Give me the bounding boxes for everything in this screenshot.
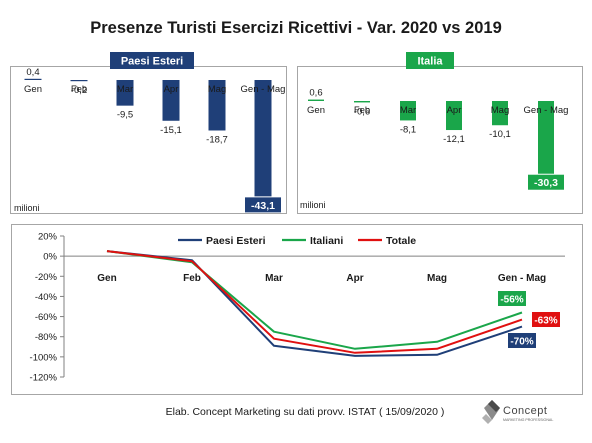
end-badge-totale [532,312,560,327]
bar-mar [400,101,416,121]
value-label: -15,1 [160,125,182,136]
bar-apr [162,80,180,121]
bar-mag [492,101,508,126]
x-tick-label: Gen [97,273,116,284]
category-label: Gen - Mag [241,84,286,95]
logo-text: Concept [503,405,547,417]
x-tick-label: Mag [427,273,447,284]
y-tick-label: -80% [35,332,58,343]
source-note: Elab. Concept Marketing su dati provv. I… [166,406,445,418]
y-tick-label: -60% [35,312,58,323]
esteri-bar-chart: Gen 0,4 Feb-0,2 Mar -9,5 Apr -15,1 Mag -18,7 Gen … [24,67,285,213]
category-label: Gen - Mag [524,105,569,116]
category-label: Mar [400,105,416,116]
y-tick-label: 0% [43,252,57,263]
category-label: Feb [71,84,87,95]
bar-mag [208,80,226,131]
bar-gen [308,99,324,101]
y-tick-label: -120% [30,373,58,384]
category-label: Apr [447,105,462,116]
bar-feb [354,101,370,103]
concept-logo: Concept MARKETING PROFESSIONAL [482,400,553,424]
category-label: Feb [354,105,370,116]
bar-mar [116,80,134,106]
esteri-badge-label: Paesi Esteri [121,56,183,68]
category-label: Apr [164,84,179,95]
value-label: -18,7 [206,134,228,145]
line-chart: 20% 0% -20% -40% -60% -80% -100% -120% Gen Feb Mar… [30,232,565,384]
total-value-badge [245,197,281,213]
esteri-badge [110,52,194,69]
category-label: Gen [307,105,325,116]
end-badge-paesi-esteri [508,333,536,348]
legend-label-totale: Totale [386,235,416,247]
end-badge-label: -70% [510,337,533,348]
value-label: -12,1 [443,134,465,145]
value-label: -0,6 [354,106,370,117]
value-label: -10,1 [489,129,511,140]
x-tick-label: Gen - Mag [498,273,546,284]
y-tick-label: -20% [35,272,58,283]
value-label: 0,4 [26,67,39,78]
legend-label-paesi-esteri: Paesi Esteri [206,235,266,247]
italia-bar-chart: Gen 0,6 Feb-0,6 Mar -8,1 Apr -12,1 Mag -10,1 Gen … [307,88,568,190]
category-label: Mag [491,105,509,116]
value-label: 0,6 [309,88,322,99]
x-tick-label: Mar [265,273,283,284]
bar-gen-mag [254,80,272,197]
end-badge-label: -63% [534,316,557,327]
value-label: -8,1 [400,124,416,135]
italia-badge [406,52,454,69]
value-label: -30,3 [534,177,558,189]
bar-gen [24,78,42,80]
x-tick-label: Feb [183,273,201,284]
logo-tagline: MARKETING PROFESSIONAL [503,418,553,422]
value-label: -0,2 [71,85,87,96]
legend-label-italiani: Italiani [310,235,343,247]
end-badge-italiani [498,291,526,306]
bar-gen-mag [538,101,554,174]
x-tick-label: Apr [346,273,363,284]
series-line-totale [106,250,523,354]
line-panel [11,224,583,395]
category-label: Gen [24,84,42,95]
category-label: Mag [208,84,226,95]
y-tick-label: -40% [35,292,58,303]
category-label: Mar [117,84,133,95]
page-title: Presenze Turisti Esercizi Ricettivi - Va… [90,19,502,37]
total-value-badge [528,174,564,190]
bar-feb [70,80,88,82]
italia-unit: milioni [300,200,326,210]
end-badge-label: -56% [500,295,523,306]
y-tick-label: -100% [30,352,58,363]
y-tick-label: 20% [38,232,58,243]
esteri-unit: milioni [14,203,40,213]
bar-apr [446,101,462,131]
italia-badge-label: Italia [417,56,443,68]
value-label: -43,1 [251,200,275,212]
esteri-panel [10,66,287,214]
value-label: -9,5 [117,110,133,121]
